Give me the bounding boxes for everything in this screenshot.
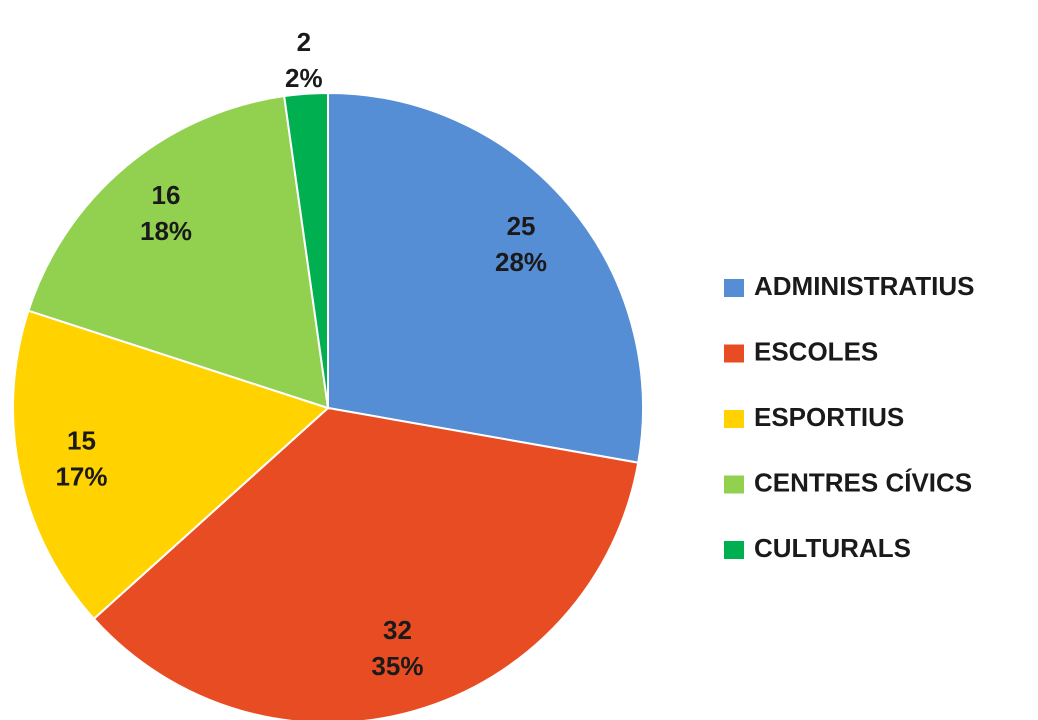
- pie-slice: [12, 309, 330, 621]
- legend-label: CULTURALS: [754, 533, 911, 563]
- legend-label: ADMINISTRATIUS: [754, 271, 975, 301]
- pie-slice: [27, 94, 330, 410]
- percentage-label: 28%: [495, 247, 547, 277]
- legend-swatch: [724, 410, 744, 428]
- percentage-label: 18%: [140, 216, 192, 246]
- pie-slice: [283, 91, 329, 409]
- legend-swatch: [724, 541, 744, 559]
- legend-swatch: [724, 344, 744, 363]
- percentage-label: 2%: [285, 63, 323, 93]
- percentage-label: 17%: [55, 461, 107, 491]
- legend-swatch: [724, 279, 744, 297]
- data-label: 2: [297, 27, 311, 57]
- legend-label: ESPORTIUS: [754, 402, 904, 432]
- data-label: 25: [507, 211, 536, 241]
- legend-label: CENTRES CÍVICS: [754, 467, 972, 497]
- legend-label: ESCOLES: [754, 336, 878, 366]
- data-label: 16: [152, 180, 181, 210]
- pie-slice: [92, 406, 640, 720]
- legend-swatch: [724, 475, 744, 494]
- data-label: 32: [383, 615, 412, 645]
- percentage-label: 35%: [371, 651, 423, 681]
- pie-slice: [327, 91, 644, 464]
- data-label: 15: [67, 425, 96, 455]
